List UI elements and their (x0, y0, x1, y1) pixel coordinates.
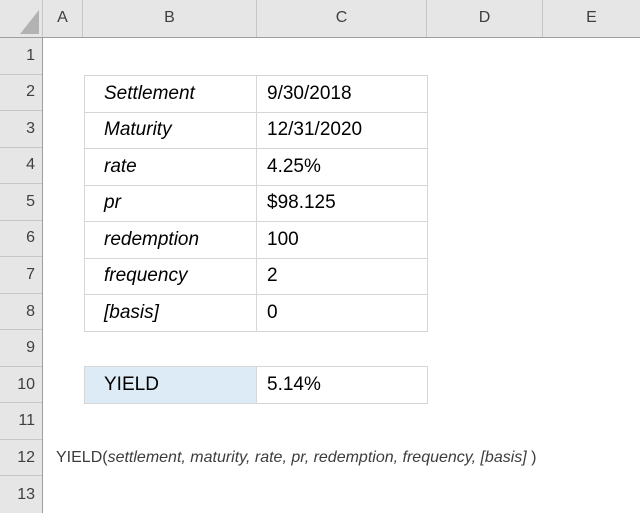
cell-c7[interactable]: 2 (257, 258, 428, 295)
formula-signature: YIELD(settlement, maturity, rate, pr, re… (56, 440, 537, 476)
row-header-3[interactable]: 3 (0, 111, 42, 148)
row-header-column: 1 2 3 4 5 6 7 8 9 10 11 12 13 (0, 38, 43, 513)
column-header-a[interactable]: A (43, 0, 83, 37)
input-value: 2 (267, 265, 278, 287)
cell-c6[interactable]: 100 (257, 222, 428, 259)
column-header-c[interactable]: C (257, 0, 427, 37)
input-label: [basis] (104, 301, 159, 323)
select-all-triangle-icon (20, 10, 39, 34)
cell-b7[interactable]: frequency (85, 258, 257, 295)
cell-c8[interactable]: 0 (257, 295, 428, 332)
row-header-11[interactable]: 11 (0, 403, 42, 440)
cell-c10-yield-value[interactable]: 5.14% (257, 367, 428, 404)
column-header-e[interactable]: E (586, 9, 597, 26)
select-all-button[interactable] (0, 0, 43, 37)
result-label: YIELD (104, 373, 159, 395)
cell-b5[interactable]: pr (85, 185, 257, 222)
cell-b4[interactable]: rate (85, 149, 257, 186)
row-header-2[interactable]: 2 (0, 75, 42, 112)
input-label: redemption (104, 228, 200, 250)
column-header-row: A B C D E (0, 0, 640, 38)
input-value: 12/31/2020 (267, 119, 363, 141)
cell-c2[interactable]: 9/30/2018 (257, 76, 428, 113)
formula-prefix: YIELD( (56, 449, 108, 466)
column-header-d[interactable]: D (427, 0, 543, 37)
cell-c3[interactable]: 12/31/2020 (257, 112, 428, 149)
inputs-table: Settlement 9/30/2018 Maturity 12/31/2020… (84, 75, 428, 332)
input-label: Settlement (104, 82, 195, 104)
input-value: 100 (267, 228, 299, 250)
input-value: 4.25% (267, 155, 321, 177)
input-value: 9/30/2018 (267, 82, 352, 104)
cell-b2[interactable]: Settlement (85, 76, 257, 113)
result-value: 5.14% (267, 373, 321, 395)
input-label: Maturity (104, 119, 172, 141)
row-header-8[interactable]: 8 (0, 294, 42, 331)
cell-b3[interactable]: Maturity (85, 112, 257, 149)
input-label: pr (104, 192, 121, 214)
row-header-1[interactable]: 1 (0, 38, 42, 75)
cell-b8[interactable]: [basis] (85, 295, 257, 332)
row-header-4[interactable]: 4 (0, 148, 42, 185)
column-header-b[interactable]: B (83, 0, 257, 37)
row-header-10[interactable]: 10 (0, 367, 42, 404)
cell-b10-yield-label[interactable]: YIELD (85, 367, 257, 404)
formula-suffix: ) (526, 449, 537, 466)
cell-c5[interactable]: $98.125 (257, 185, 428, 222)
formula-args: settlement, maturity, rate, pr, redempti… (107, 449, 527, 466)
result-table: YIELD 5.14% (84, 366, 428, 404)
input-label: frequency (104, 265, 188, 287)
row-header-6[interactable]: 6 (0, 221, 42, 258)
input-value: $98.125 (267, 192, 336, 214)
input-label: rate (104, 155, 137, 177)
row-header-12[interactable]: 12 (0, 440, 42, 477)
row-header-13[interactable]: 13 (17, 485, 35, 503)
cell-b6[interactable]: redemption (85, 222, 257, 259)
row-header-5[interactable]: 5 (0, 184, 42, 221)
cell-c4[interactable]: 4.25% (257, 149, 428, 186)
row-header-9[interactable]: 9 (0, 330, 42, 367)
input-value: 0 (267, 301, 278, 323)
row-header-7[interactable]: 7 (0, 257, 42, 294)
